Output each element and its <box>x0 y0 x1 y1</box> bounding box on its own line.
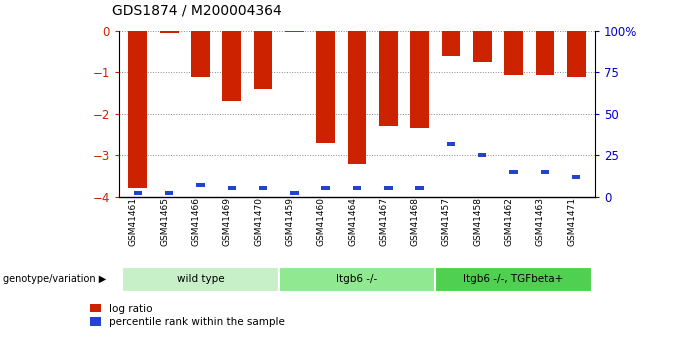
Bar <box>536 31 554 75</box>
Bar <box>347 31 367 164</box>
Text: genotype/variation ▶: genotype/variation ▶ <box>3 275 107 284</box>
Bar <box>541 170 549 174</box>
Bar <box>567 31 585 77</box>
Text: GSM41467: GSM41467 <box>379 197 388 246</box>
Bar <box>473 31 492 62</box>
Bar <box>384 186 392 190</box>
Text: wild type: wild type <box>177 274 224 284</box>
Bar <box>290 191 299 195</box>
Text: GSM41460: GSM41460 <box>317 197 326 246</box>
Text: GSM41465: GSM41465 <box>160 197 169 246</box>
Text: GSM41470: GSM41470 <box>254 197 263 246</box>
Bar <box>379 31 398 126</box>
Bar <box>410 31 429 128</box>
Bar <box>322 186 330 190</box>
Bar <box>353 186 361 190</box>
Bar <box>415 186 424 190</box>
Text: GSM41468: GSM41468 <box>411 197 420 246</box>
Text: GSM41462: GSM41462 <box>505 197 513 246</box>
Bar <box>254 31 273 89</box>
Bar <box>509 170 517 174</box>
Bar <box>447 141 455 146</box>
Bar <box>316 31 335 143</box>
Text: GDS1874 / M200004364: GDS1874 / M200004364 <box>112 3 282 17</box>
Text: Itgb6 -/-, TGFbeta+: Itgb6 -/-, TGFbeta+ <box>464 274 564 284</box>
Bar <box>279 267 435 292</box>
Bar <box>160 31 178 33</box>
Text: Itgb6 -/-: Itgb6 -/- <box>337 274 377 284</box>
Bar <box>191 31 210 77</box>
Text: GSM41463: GSM41463 <box>536 197 545 246</box>
Bar <box>441 31 460 56</box>
Legend: log ratio, percentile rank within the sample: log ratio, percentile rank within the sa… <box>90 304 285 327</box>
Text: GSM41471: GSM41471 <box>567 197 576 246</box>
Bar <box>133 191 142 195</box>
Bar <box>259 186 267 190</box>
Text: GSM41466: GSM41466 <box>192 197 201 246</box>
Bar <box>222 31 241 101</box>
Text: GSM41457: GSM41457 <box>442 197 451 246</box>
Bar <box>129 31 147 188</box>
Bar <box>197 183 205 187</box>
Text: GSM41469: GSM41469 <box>223 197 232 246</box>
Text: GSM41464: GSM41464 <box>348 197 357 246</box>
Bar <box>165 191 173 195</box>
Bar <box>228 186 236 190</box>
Bar <box>572 175 581 179</box>
Bar <box>435 267 592 292</box>
Text: GSM41458: GSM41458 <box>473 197 482 246</box>
Bar <box>285 31 304 32</box>
Bar <box>478 153 486 157</box>
Text: GSM41461: GSM41461 <box>129 197 138 246</box>
Text: GSM41459: GSM41459 <box>286 197 294 246</box>
Bar <box>504 31 523 75</box>
Bar <box>122 267 279 292</box>
